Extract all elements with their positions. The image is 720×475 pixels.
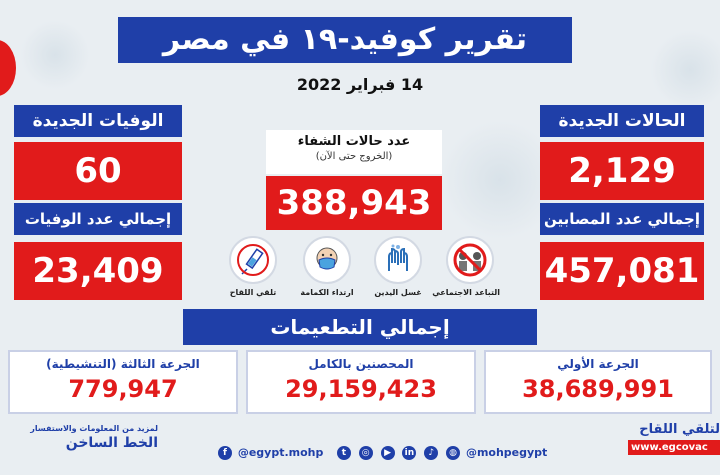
booster-value: 779,947 — [68, 375, 178, 403]
tiktok-icon[interactable]: ♪ — [424, 446, 439, 460]
precaution-label: تلقي اللقاح — [229, 288, 277, 297]
logo-mark — [0, 40, 16, 96]
vaccine-registration-label: لتلقي اللقاح — [639, 422, 720, 437]
facebook-icon[interactable]: f — [218, 446, 232, 460]
recovered-value: 388,943 — [266, 176, 442, 230]
precaution-label: التباعد الاجتماعي — [432, 288, 500, 297]
face-mask-icon — [303, 236, 351, 284]
hand-washing-icon — [374, 236, 422, 284]
total-cases-value: 457,081 — [540, 242, 704, 300]
social-handle-2[interactable]: @mohpegypt — [465, 446, 548, 459]
total-deaths-label: إجمالي عدد الوفيات — [14, 203, 182, 235]
first-dose-card: الجرعة الأولي 38,689,991 — [484, 350, 712, 414]
recovered-label-box: عدد حالات الشفاء (الخروج حتى الآن) — [266, 130, 442, 174]
new-deaths-value: 60 — [14, 142, 182, 200]
precaution-label: غسل اليدين — [374, 288, 422, 297]
precaution-label: ارتداء الكمامة — [300, 288, 354, 297]
vaccine-registration-block: لتلقي اللقاح www.egcovac — [628, 422, 720, 455]
booster-label: الجرعة الثالثة (التنشيطية) — [46, 357, 200, 371]
globe-icon[interactable]: ◍ — [446, 446, 461, 460]
vaccination-title: إجمالي التطعيمات — [183, 309, 537, 345]
social-distancing-icon — [446, 236, 494, 284]
twitter-icon[interactable]: t — [336, 446, 351, 460]
linkedin-icon[interactable]: in — [402, 446, 417, 460]
fully-vaccinated-card: المحصنين بالكامل 29,159,423 — [246, 350, 476, 414]
precaution-hand-washing: غسل اليدين — [368, 236, 428, 297]
social-links: f @egypt.mohp t ◎ ▶ in ♪ ◍ @mohpegypt — [216, 446, 547, 469]
booster-card: الجرعة الثالثة (التنشيطية) 779,947 — [8, 350, 238, 414]
total-cases-label: إجمالي عدد المصابين — [540, 203, 704, 235]
precaution-vaccine: تلقي اللقاح — [223, 236, 283, 297]
new-cases-label: الحالات الجديدة — [540, 105, 704, 137]
hotline-info-text: لمزيد من المعلومات والاستفسار — [30, 424, 158, 433]
fully-vaccinated-label: المحصنين بالكامل — [308, 357, 414, 371]
recovered-sublabel: (الخروج حتى الآن) — [315, 151, 393, 162]
vaccine-registration-url[interactable]: www.egcovac — [628, 440, 720, 455]
background-virus-3 — [20, 20, 90, 90]
first-dose-value: 38,689,991 — [522, 375, 674, 403]
new-deaths-label: الوفيات الجديدة — [14, 105, 182, 137]
vaccine-icon — [229, 236, 277, 284]
page-title: تقرير كوفيد-١٩ في مصر — [118, 17, 572, 63]
first-dose-label: الجرعة الأولي — [557, 357, 639, 371]
youtube-icon[interactable]: ▶ — [380, 446, 395, 460]
hotline-title: الخط الساخن — [65, 435, 158, 451]
precaution-face-mask: ارتداء الكمامة — [297, 236, 357, 297]
precaution-social-distancing: التباعد الاجتماعي — [432, 236, 500, 297]
fully-vaccinated-value: 29,159,423 — [285, 375, 437, 403]
recovered-label: عدد حالات الشفاء — [297, 134, 411, 149]
hotline-block: لمزيد من المعلومات والاستفسار الخط الساخ… — [8, 424, 158, 451]
instagram-icon[interactable]: ◎ — [358, 446, 373, 460]
report-date: 14 فبراير 2022 — [296, 75, 424, 94]
total-deaths-value: 23,409 — [14, 242, 182, 300]
social-handle-1[interactable]: @egypt.mohp — [237, 446, 324, 459]
new-cases-value: 2,129 — [540, 142, 704, 200]
background-virus-2 — [650, 30, 720, 110]
